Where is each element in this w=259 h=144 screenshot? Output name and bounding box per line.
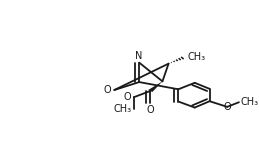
Polygon shape (148, 81, 162, 92)
Text: CH₃: CH₃ (113, 104, 131, 114)
Text: O: O (104, 85, 111, 95)
Text: O: O (124, 92, 131, 102)
Text: CH₃: CH₃ (240, 97, 258, 107)
Text: O: O (223, 102, 231, 112)
Text: N: N (135, 51, 142, 61)
Text: CH₃: CH₃ (188, 52, 206, 62)
Text: O: O (146, 105, 154, 115)
